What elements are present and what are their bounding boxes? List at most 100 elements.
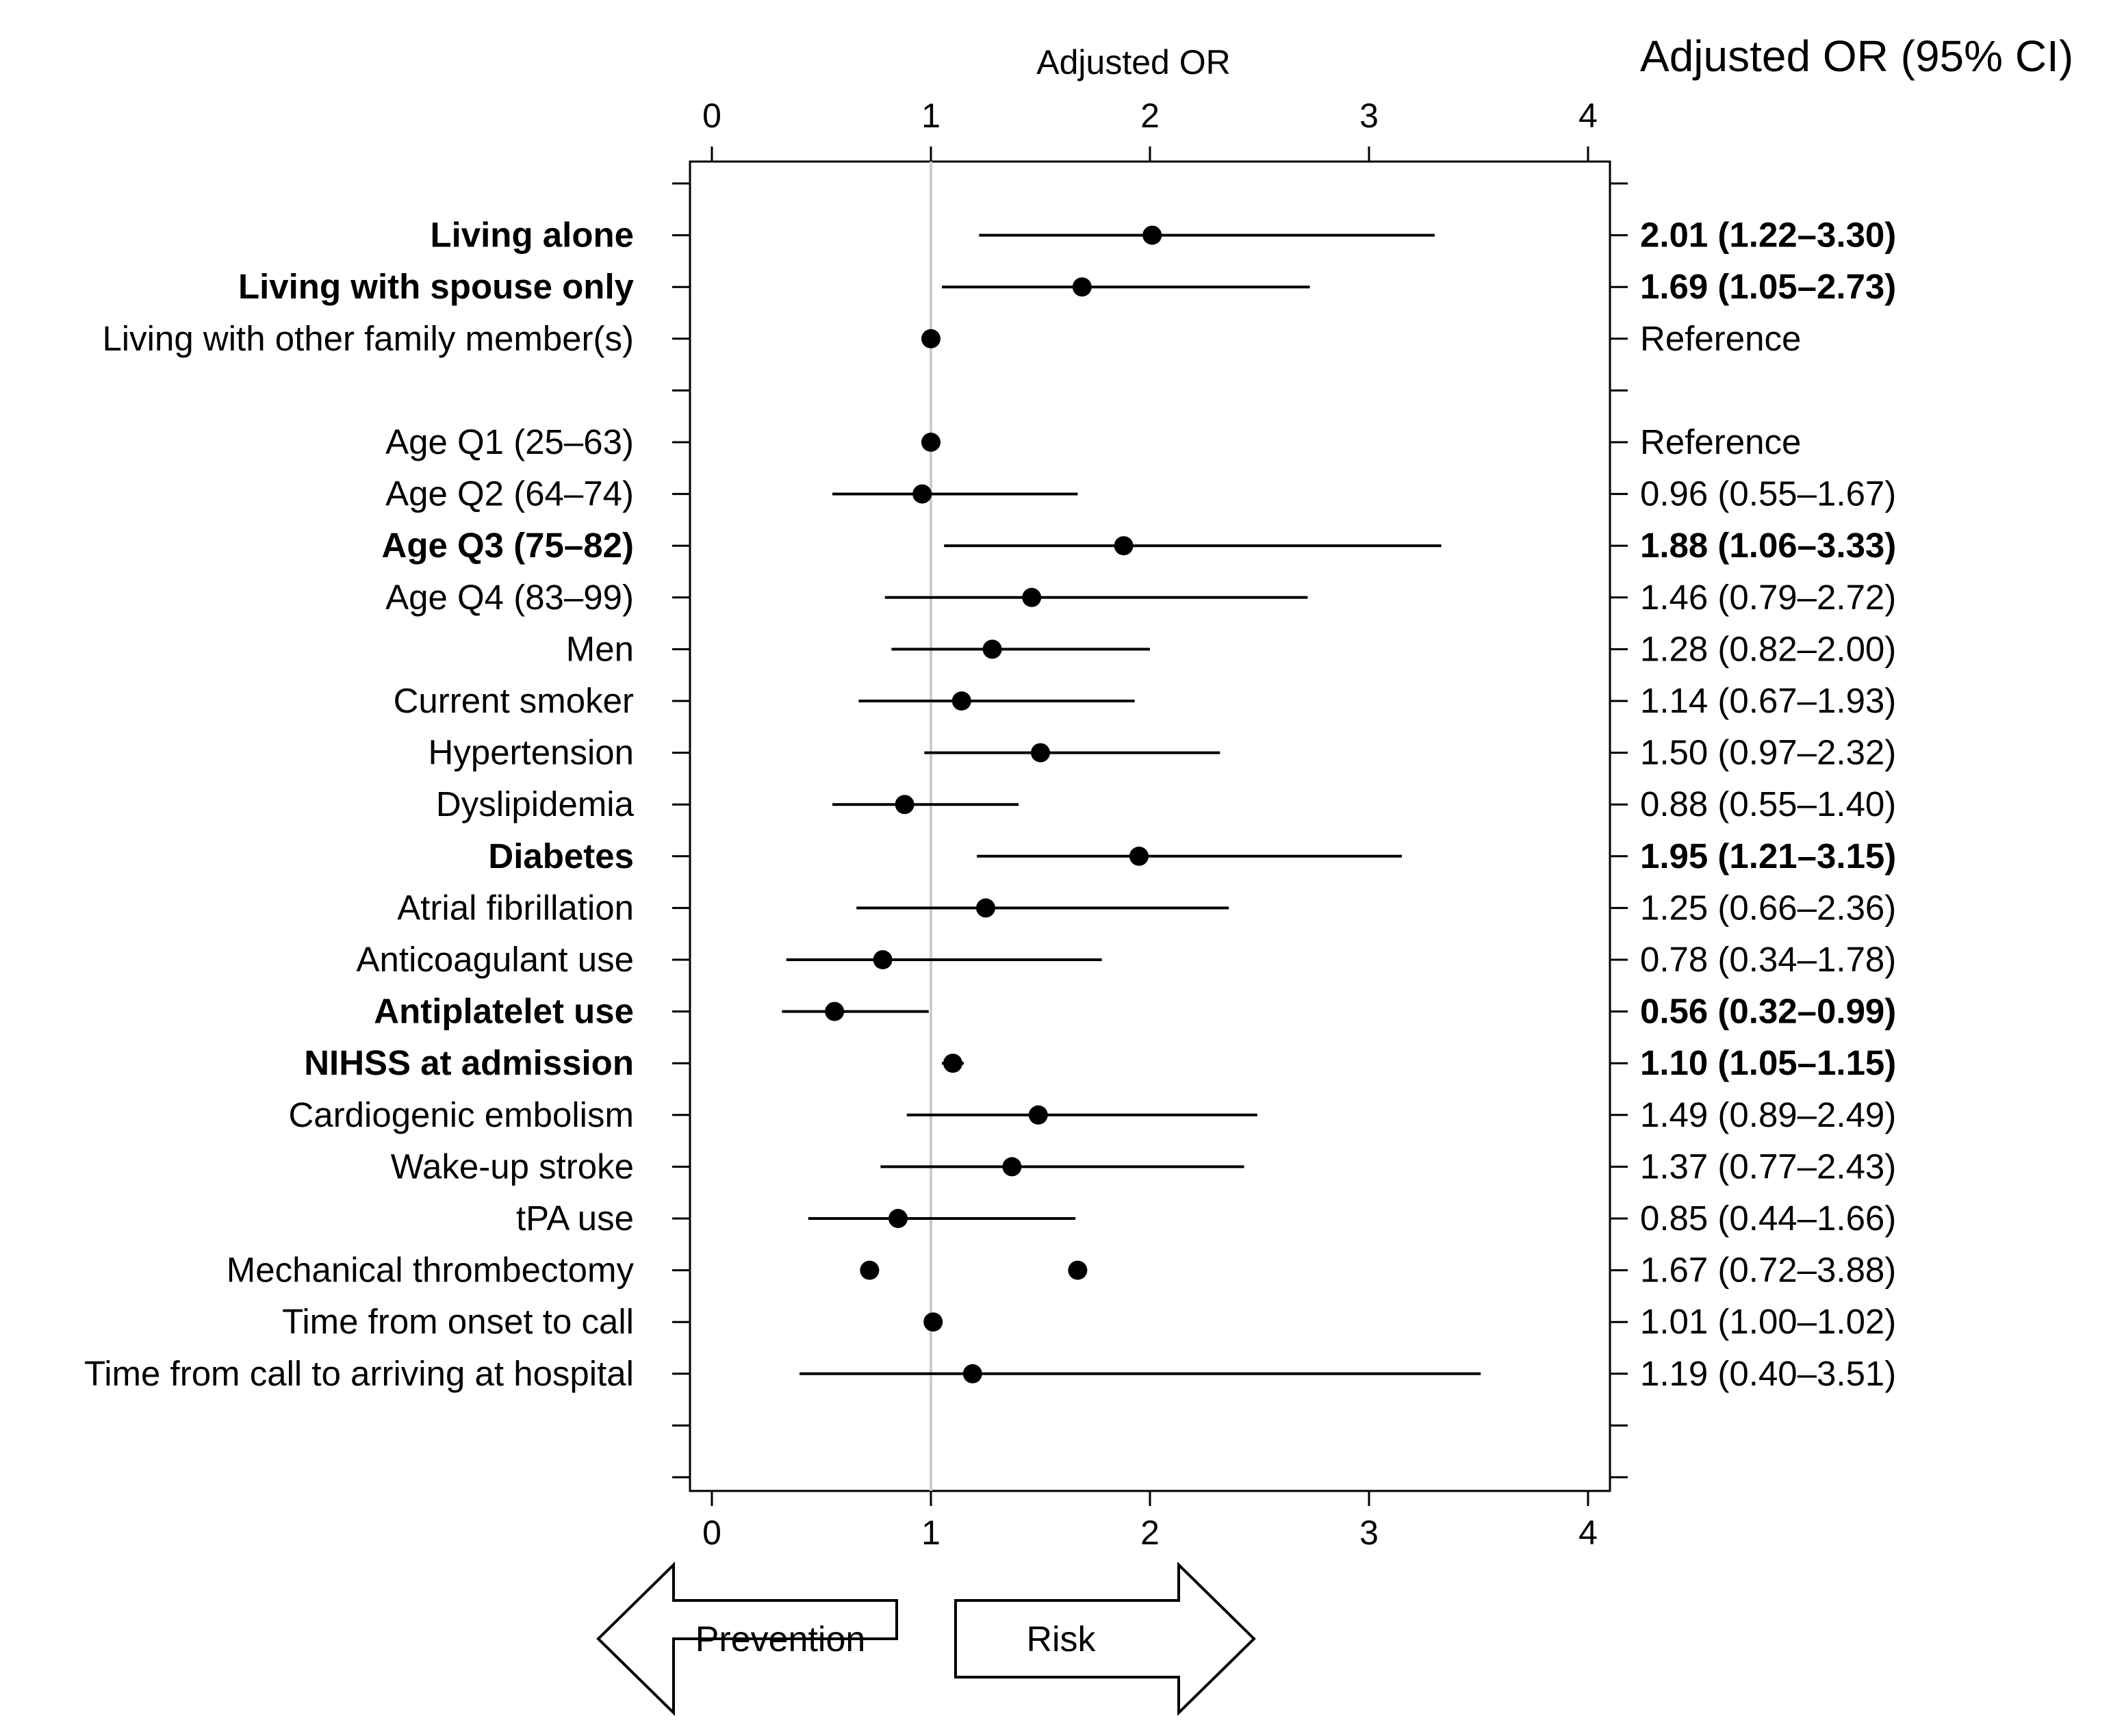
row-label: Current smoker (394, 681, 634, 720)
row-label: Living with other family member(s) (102, 319, 634, 358)
forest-row: Living with spouse only 1.69 (1.05–2.73) (238, 267, 1896, 306)
row-value: 1.37 (0.77–2.43) (1640, 1147, 1896, 1186)
risk-label: Risk (1026, 1620, 1096, 1659)
forest-row: Mechanical thrombectomy 1.67 (0.72–3.88) (227, 1251, 1897, 1290)
point-estimate (1022, 587, 1042, 607)
prevention-arrow-shape (596, 1561, 898, 1716)
forest-row: Diabetes 1.95 (1.21–3.15) (488, 837, 1896, 876)
row-value: 1.19 (0.40–3.51) (1640, 1354, 1896, 1393)
row-label: Anticoagulant use (357, 940, 634, 979)
row-label: Time from call to arriving at hospital (84, 1354, 634, 1393)
row-label: Mechanical thrombectomy (227, 1251, 635, 1290)
point-estimate (825, 1001, 845, 1021)
row-value: 1.67 (0.72–3.88) (1640, 1251, 1896, 1290)
forest-row: NIHSS at admission 1.10 (1.05–1.15) (304, 1043, 1896, 1082)
point-estimate (873, 950, 893, 969)
row-value: 1.46 (0.79–2.72) (1640, 578, 1896, 617)
row-label: Dyslipidemia (436, 784, 635, 824)
row-label: NIHSS at admission (304, 1043, 634, 1082)
point-estimate (1028, 1105, 1048, 1125)
point-estimate (923, 1312, 943, 1332)
forest-row: Current smoker 1.14 (0.67–1.93) (394, 681, 1897, 720)
forest-row: Hypertension 1.50 (0.97–2.32) (428, 733, 1897, 772)
row-label: Age Q2 (64–74) (385, 474, 634, 513)
axis-title: Adjusted OR (1036, 43, 1230, 81)
row-label: Atrial fibrillation (397, 888, 634, 927)
point-estimate (951, 691, 971, 711)
point-estimate (1129, 846, 1149, 866)
forest-row: Atrial fibrillation 1.25 (0.66–2.36) (397, 888, 1896, 927)
top-tick-label: 2 (1140, 97, 1160, 135)
forest-row: Cardiogenic embolism 1.49 (0.89–2.49) (288, 1095, 1896, 1134)
bottom-tick-label: 4 (1578, 1514, 1598, 1552)
forest-row: Age Q2 (64–74) 0.96 (0.55–1.67) (385, 474, 1896, 513)
prevention-label: Prevention (695, 1620, 866, 1659)
forest-row: Time from onset to call 1.01 (1.00–1.02) (282, 1302, 1896, 1341)
plot-frame (689, 160, 1611, 1492)
row-value: 1.14 (0.67–1.93) (1640, 681, 1896, 720)
forest-row: Age Q1 (25–63) Reference (385, 422, 1801, 461)
top-tick-label: 1 (921, 97, 941, 135)
point-estimate (921, 329, 941, 348)
row-value: 0.56 (0.32–0.99) (1640, 992, 1896, 1031)
point-estimate (895, 795, 914, 815)
point-estimate (1072, 277, 1092, 297)
row-label: Cardiogenic embolism (288, 1095, 634, 1134)
forest-row: Wake-up stroke 1.37 (0.77–2.43) (391, 1147, 1897, 1186)
top-tick-label: 0 (702, 97, 721, 135)
forest-row: tPA use 0.85 (0.44–1.66) (516, 1199, 1896, 1238)
row-label: Age Q4 (83–99) (385, 578, 634, 617)
forest-row: Time from call to arriving at hospital 1.… (84, 1354, 1896, 1393)
row-value: 1.25 (0.66–2.36) (1640, 888, 1896, 927)
row-label: Men (566, 629, 634, 668)
bottom-tick-label: 3 (1359, 1514, 1379, 1552)
point-estimate (912, 484, 932, 504)
forest-row: Living with other family member(s) Refere… (102, 319, 1801, 358)
risk-arrow-shape (954, 1561, 1256, 1716)
forest-row: Age Q3 (75–82) 1.88 (1.06–3.33) (381, 526, 1896, 565)
row-label: Wake-up stroke (391, 1147, 634, 1186)
row-value: 1.69 (1.05–2.73) (1640, 267, 1896, 306)
bottom-tick-label: 1 (921, 1514, 941, 1552)
point-estimate (962, 1364, 982, 1383)
row-value: 1.95 (1.21–3.15) (1640, 837, 1896, 876)
row-value: 1.28 (0.82–2.00) (1640, 629, 1896, 668)
row-label: Diabetes (488, 837, 634, 876)
top-tick-label: 4 (1578, 97, 1598, 135)
prevention-arrow: Prevention (596, 1561, 898, 1716)
point-estimate (1068, 1260, 1088, 1280)
bottom-tick-label: 0 (702, 1514, 721, 1552)
row-label: Time from onset to call (282, 1302, 634, 1341)
forest-row: Dyslipidemia 0.88 (0.55–1.40) (436, 784, 1896, 824)
point-estimate (1142, 225, 1162, 245)
row-value: 0.85 (0.44–1.66) (1640, 1199, 1896, 1238)
point-estimate (1002, 1157, 1022, 1177)
row-label: tPA use (516, 1199, 634, 1238)
row-value: Reference (1640, 319, 1801, 358)
table-header: Adjusted OR (95% CI) (1640, 31, 2073, 81)
point-estimate (976, 898, 995, 918)
row-value: Reference (1640, 422, 1801, 461)
forest-row: Men 1.28 (0.82–2.00) (566, 629, 1897, 668)
row-label: Living with spouse only (238, 267, 635, 306)
forest-row: Antiplatelet use 0.56 (0.32–0.99) (374, 992, 1896, 1031)
bottom-tick-label: 2 (1140, 1514, 1160, 1552)
forest-row: Anticoagulant use 0.78 (0.34–1.78) (357, 940, 1897, 979)
point-estimate (1031, 743, 1050, 763)
row-label: Hypertension (428, 733, 635, 772)
row-value: 1.01 (1.00–1.02) (1640, 1302, 1896, 1341)
extra-point (860, 1260, 880, 1280)
row-value: 1.10 (1.05–1.15) (1640, 1043, 1896, 1082)
row-value: 0.88 (0.55–1.40) (1640, 784, 1896, 824)
forest-row: Living alone 2.01 (1.22–3.30) (430, 216, 1896, 255)
point-estimate (888, 1209, 908, 1228)
risk-arrow: Risk (954, 1561, 1256, 1716)
row-value: 1.49 (0.89–2.49) (1640, 1095, 1896, 1134)
point-estimate (943, 1054, 962, 1073)
row-label: Antiplatelet use (374, 992, 634, 1031)
row-label: Age Q3 (75–82) (381, 526, 634, 565)
row-value: 2.01 (1.22–3.30) (1640, 216, 1896, 255)
row-value: 1.88 (1.06–3.33) (1640, 526, 1896, 565)
forest-row: Age Q4 (83–99) 1.46 (0.79–2.72) (385, 578, 1896, 617)
